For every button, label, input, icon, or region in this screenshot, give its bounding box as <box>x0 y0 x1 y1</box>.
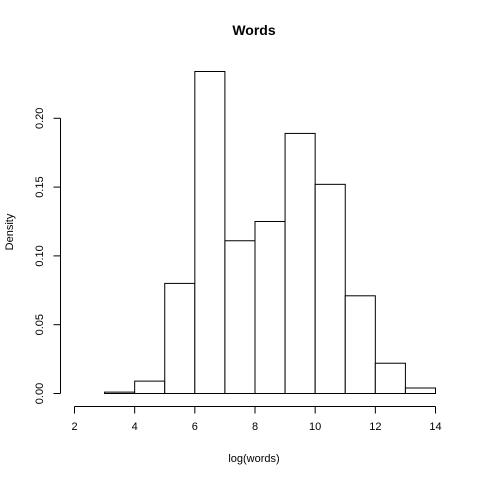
x-tick-label: 10 <box>309 421 321 433</box>
y-tick-label: 0.10 <box>34 245 46 266</box>
x-axis: 2 4 6 8 10 12 14 <box>71 406 442 433</box>
x-axis-label: log(words) <box>228 453 279 465</box>
histogram-bar <box>344 295 376 394</box>
histogram-bar <box>284 132 316 394</box>
histogram-bar <box>254 220 286 394</box>
y-axis: 0.00 0.05 0.10 0.15 0.20 <box>34 108 61 404</box>
x-tick-label: 6 <box>192 421 198 433</box>
histogram-bar <box>194 71 226 394</box>
y-tick-label: 0.05 <box>34 314 46 335</box>
x-tick-label: 4 <box>132 421 138 433</box>
x-tick-label: 8 <box>252 421 258 433</box>
chart-title: Words <box>232 22 276 38</box>
x-tick-label: 12 <box>369 421 381 433</box>
histogram-bar <box>224 240 256 394</box>
histogram-bar <box>164 282 196 394</box>
y-axis-label: Density <box>4 213 16 250</box>
histogram-bar <box>134 380 166 394</box>
x-tick-label: 14 <box>429 421 441 433</box>
histogram-bars <box>104 71 437 395</box>
histogram-bar <box>104 391 136 394</box>
histogram-bar <box>404 387 437 394</box>
y-tick-label: 0.15 <box>34 176 46 197</box>
y-tick-label: 0.20 <box>34 108 46 129</box>
x-tick-label: 2 <box>71 421 77 433</box>
histogram-bar <box>314 183 346 394</box>
histogram-bar <box>374 362 406 395</box>
y-tick-label: 0.00 <box>34 383 46 404</box>
